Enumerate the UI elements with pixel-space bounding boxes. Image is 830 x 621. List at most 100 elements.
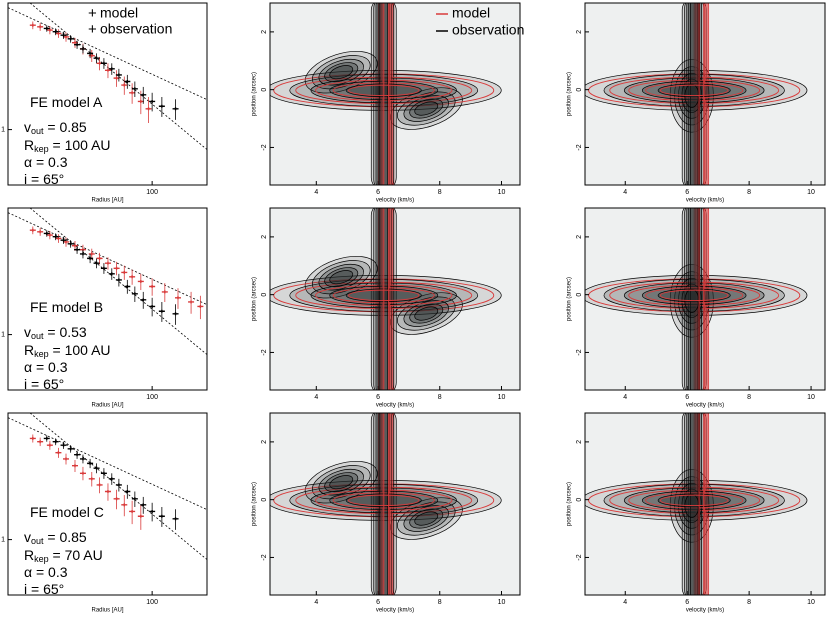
contour-fill bbox=[688, 3, 701, 185]
x-tick-label: 8 bbox=[438, 189, 442, 196]
model-contour bbox=[609, 486, 780, 514]
model-contour bbox=[379, 3, 393, 185]
data-point bbox=[140, 93, 147, 97]
model-contour bbox=[383, 3, 390, 185]
annotation-text: i = 65° bbox=[24, 376, 64, 392]
data-point bbox=[67, 37, 74, 41]
x-tick-label: 4 bbox=[623, 394, 627, 401]
x-axis-label: Radius [AU] bbox=[91, 608, 123, 614]
x-tick-label: 4 bbox=[623, 189, 627, 196]
y-tick-label: 0 bbox=[576, 293, 583, 297]
x-tick-label: 4 bbox=[314, 599, 318, 606]
model-contour bbox=[628, 79, 761, 101]
y-tick-label: -2 bbox=[261, 349, 268, 355]
x-axis-label: velocity (km/s) bbox=[686, 198, 724, 204]
data-point bbox=[79, 252, 86, 256]
plot-frame bbox=[7, 412, 208, 596]
data-point bbox=[60, 33, 67, 37]
y-tick-label: -2 bbox=[576, 144, 583, 150]
data-point bbox=[87, 461, 94, 465]
data-point bbox=[87, 51, 94, 55]
data-point bbox=[172, 312, 179, 316]
plot-frame bbox=[269, 412, 521, 596]
x-tick-label: 10 bbox=[498, 189, 506, 196]
plot-frame bbox=[584, 2, 826, 186]
annotation-text: = 100 AU bbox=[49, 342, 111, 358]
contour-fill bbox=[623, 282, 765, 309]
x-tick-label: 10 bbox=[498, 599, 506, 606]
x-tick-label: 100 bbox=[146, 394, 158, 401]
legend-marker: + bbox=[88, 5, 97, 22]
data-point bbox=[115, 278, 122, 282]
model-contour bbox=[379, 208, 393, 390]
data-point bbox=[79, 471, 86, 475]
annotation-text: = 0.85 bbox=[44, 119, 87, 135]
data-point bbox=[96, 483, 103, 487]
x-axis-label: Radius [AU] bbox=[91, 403, 123, 409]
data-point bbox=[67, 242, 74, 246]
annotation: FE model C bbox=[30, 504, 104, 520]
plot-area bbox=[270, 3, 520, 185]
plot-area bbox=[270, 208, 520, 390]
annotation: FE model A bbox=[30, 94, 103, 110]
annotation-subscript: kep bbox=[34, 144, 49, 154]
annotation-text: α = 0.3 bbox=[24, 564, 68, 580]
data-point bbox=[129, 509, 136, 513]
contour-fill bbox=[657, 288, 731, 303]
y-tick-label: 0 bbox=[261, 88, 268, 92]
model-contour bbox=[659, 84, 729, 97]
data-point bbox=[43, 436, 50, 440]
annotation-text: α = 0.3 bbox=[24, 359, 68, 375]
contour-fill bbox=[623, 487, 765, 514]
background bbox=[270, 208, 520, 390]
data-point bbox=[129, 91, 136, 95]
model-contour bbox=[645, 82, 744, 99]
data-point bbox=[121, 83, 128, 87]
y-tick-label: 0 bbox=[576, 88, 583, 92]
annotation-subscript: out bbox=[31, 126, 44, 136]
data-point bbox=[115, 483, 122, 487]
data-point bbox=[88, 477, 95, 481]
x-tick-label: 6 bbox=[376, 189, 380, 196]
data-point bbox=[88, 252, 95, 256]
contour-fill bbox=[688, 413, 701, 595]
annotation: α = 0.3 bbox=[24, 154, 68, 170]
data-point bbox=[145, 107, 152, 111]
model-contour bbox=[379, 413, 393, 595]
annotation: i = 65° bbox=[24, 581, 64, 597]
annotation-text: = 0.85 bbox=[44, 529, 87, 545]
annotation-subscript: kep bbox=[34, 554, 49, 564]
x-tick-label: 10 bbox=[807, 394, 815, 401]
x-tick-label: 6 bbox=[685, 599, 689, 606]
legend-label: model bbox=[100, 5, 138, 21]
annotation-text: FE model C bbox=[30, 504, 104, 520]
model-contour bbox=[628, 284, 761, 306]
data-point bbox=[108, 477, 115, 481]
y-axis-label: position (arcsec) bbox=[252, 72, 258, 116]
plot-frame bbox=[584, 412, 826, 596]
plot-area bbox=[8, 208, 207, 355]
data-point bbox=[172, 517, 179, 521]
x-tick-label: 4 bbox=[314, 394, 318, 401]
model-contour bbox=[645, 492, 744, 509]
y-axis-label: position (arcsec) bbox=[567, 277, 573, 321]
annotation-text: i = 65° bbox=[24, 171, 64, 187]
legend-label: model bbox=[452, 5, 490, 21]
contour-fill bbox=[324, 472, 359, 493]
model-contour bbox=[383, 413, 390, 595]
y-tick-label: -2 bbox=[576, 554, 583, 560]
data-point bbox=[55, 31, 62, 35]
data-point bbox=[55, 236, 62, 240]
reference-line bbox=[8, 212, 207, 306]
data-point bbox=[100, 61, 107, 65]
reference-line bbox=[8, 417, 207, 511]
y-tick-label: 1 bbox=[1, 536, 5, 543]
data-point bbox=[60, 238, 67, 242]
data-point bbox=[137, 99, 144, 103]
data-point bbox=[52, 235, 59, 239]
y-tick-label: 2 bbox=[261, 30, 268, 34]
x-tick-label: 8 bbox=[747, 599, 751, 606]
data-point bbox=[149, 304, 156, 308]
data-point bbox=[149, 99, 156, 103]
data-point bbox=[158, 514, 165, 518]
